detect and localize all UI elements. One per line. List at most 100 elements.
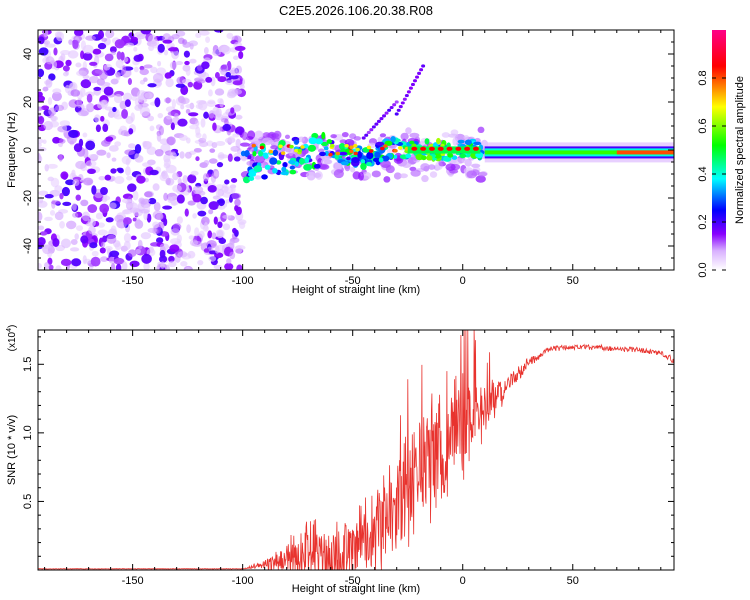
- heatmap-cell: [318, 164, 330, 170]
- stable-band-hot: [616, 150, 674, 155]
- heatmap-cell: [231, 88, 243, 95]
- heatmap-cell: [247, 130, 256, 140]
- heatmap-cell: [429, 171, 438, 178]
- heatmap-cell: [114, 242, 122, 251]
- heatmap-cell: [38, 36, 45, 45]
- heatmap-cell: [426, 155, 433, 161]
- heatmap-cell: [82, 132, 88, 138]
- heatmap-cell: [108, 145, 119, 152]
- heatmap-cell: [355, 147, 360, 152]
- heatmap-cell: [374, 151, 381, 159]
- heatmap-cell: [344, 143, 349, 148]
- heatmap-cell: [163, 218, 168, 226]
- heatmap-cell: [136, 90, 147, 100]
- heatmap-cell: [103, 86, 114, 96]
- heatmap-cell: [410, 82, 415, 87]
- heatmap-cell: [340, 161, 349, 166]
- heatmap-cell: [54, 211, 64, 221]
- colorbar-tick-label: 0.6: [697, 118, 709, 133]
- heatmap-cell: [131, 95, 138, 101]
- heatmap-cell: [217, 76, 227, 83]
- heatmap-cell: [52, 238, 60, 247]
- heatmap-cell: [59, 120, 71, 127]
- heatmap-cell: [185, 67, 191, 77]
- heatmap-cell: [405, 153, 412, 159]
- heatmap-cell: [297, 148, 303, 153]
- heatmap-cell: [113, 114, 124, 120]
- heatmap-cell: [100, 186, 108, 196]
- heatmap-cell: [99, 71, 108, 80]
- heatmap-cell: [385, 165, 395, 174]
- heatmap-cell: [113, 93, 123, 104]
- heatmap-cell: [70, 89, 81, 97]
- heatmap-cell: [218, 237, 227, 244]
- heatmap-cell: [366, 161, 372, 167]
- heatmap-cell: [269, 157, 278, 165]
- heatmap-cell: [202, 173, 210, 182]
- heatmap-cell: [264, 164, 271, 170]
- heatmap-cell: [350, 166, 356, 173]
- heatmap-cell: [208, 89, 213, 97]
- heatmap-cell: [44, 216, 53, 222]
- heatmap-cell: [140, 232, 152, 240]
- heatmap-cell: [357, 151, 363, 159]
- heatmap-cell: [272, 167, 278, 174]
- heatmap-cell: [60, 50, 71, 56]
- heatmap-cell: [203, 111, 209, 119]
- heatmap-cell: [464, 139, 472, 146]
- heatmap-cell: [472, 146, 479, 151]
- heatmap-cell: [323, 159, 333, 165]
- heatmap-cell: [144, 141, 153, 149]
- snr-xtick-label: 0: [460, 575, 466, 587]
- heatmap-cell: [188, 112, 199, 117]
- heatmap-cell: [280, 171, 289, 176]
- heatmap-cell: [379, 117, 384, 121]
- heatmap-cell: [471, 163, 481, 168]
- heatmap-cell: [239, 84, 245, 90]
- heatmap-cell: [94, 114, 101, 123]
- heatmap-cell: [215, 187, 220, 198]
- heatmap-cell: [319, 151, 326, 157]
- heatmap-cell: [38, 225, 45, 231]
- heatmap-cell: [364, 133, 369, 137]
- heatmap-cell: [123, 92, 133, 102]
- heatmap-cell: [38, 115, 45, 125]
- heatmap-cell: [101, 197, 108, 203]
- heatmap-cell: [74, 30, 84, 37]
- heatmap-cell: [189, 58, 197, 64]
- heatmap-cell: [42, 86, 49, 92]
- heatmap-cell: [224, 118, 229, 126]
- heatmap-cell: [129, 260, 140, 268]
- snr-xtick-label: 50: [567, 575, 579, 587]
- colorbar-tick-label: 0.0: [697, 262, 709, 277]
- heatmap-cell: [97, 30, 105, 40]
- heatmap-cell: [42, 139, 47, 144]
- heatmap-cell: [209, 148, 216, 153]
- heatmap-cell: [121, 155, 132, 165]
- heatmap-cell: [38, 190, 49, 196]
- heatmap-cell: [233, 156, 241, 162]
- heatmap-cell: [384, 111, 389, 115]
- snr-panel: -150 -100 -50 0 50 0.5 1.0 1.5 Height of straig…: [6, 325, 675, 595]
- heatmap-cell: [224, 262, 234, 270]
- heatmap-cell: [64, 84, 71, 94]
- spectrogram-xtick-label: -100: [232, 275, 254, 287]
- heatmap-cell: [121, 198, 132, 204]
- heatmap-cell: [195, 132, 202, 139]
- heatmap-cell: [415, 75, 420, 79]
- ridge-join: [407, 146, 481, 154]
- heatmap-cell: [159, 243, 170, 251]
- heatmap-cell: [72, 178, 80, 187]
- heatmap-cell: [86, 93, 93, 103]
- heatmap-cell: [180, 104, 185, 110]
- heatmap-cell: [396, 108, 401, 112]
- heatmap-cell: [288, 147, 294, 157]
- heatmap-cell: [234, 198, 241, 207]
- heatmap-cell: [65, 179, 75, 186]
- heatmap-cell: [400, 132, 409, 141]
- snr-xtick-label: -50: [345, 575, 361, 587]
- heatmap-cell: [62, 65, 70, 72]
- heatmap-cell: [104, 246, 113, 251]
- heatmap-cell: [150, 66, 158, 74]
- spectrogram-ylabel: Frequency (Hz): [6, 112, 18, 188]
